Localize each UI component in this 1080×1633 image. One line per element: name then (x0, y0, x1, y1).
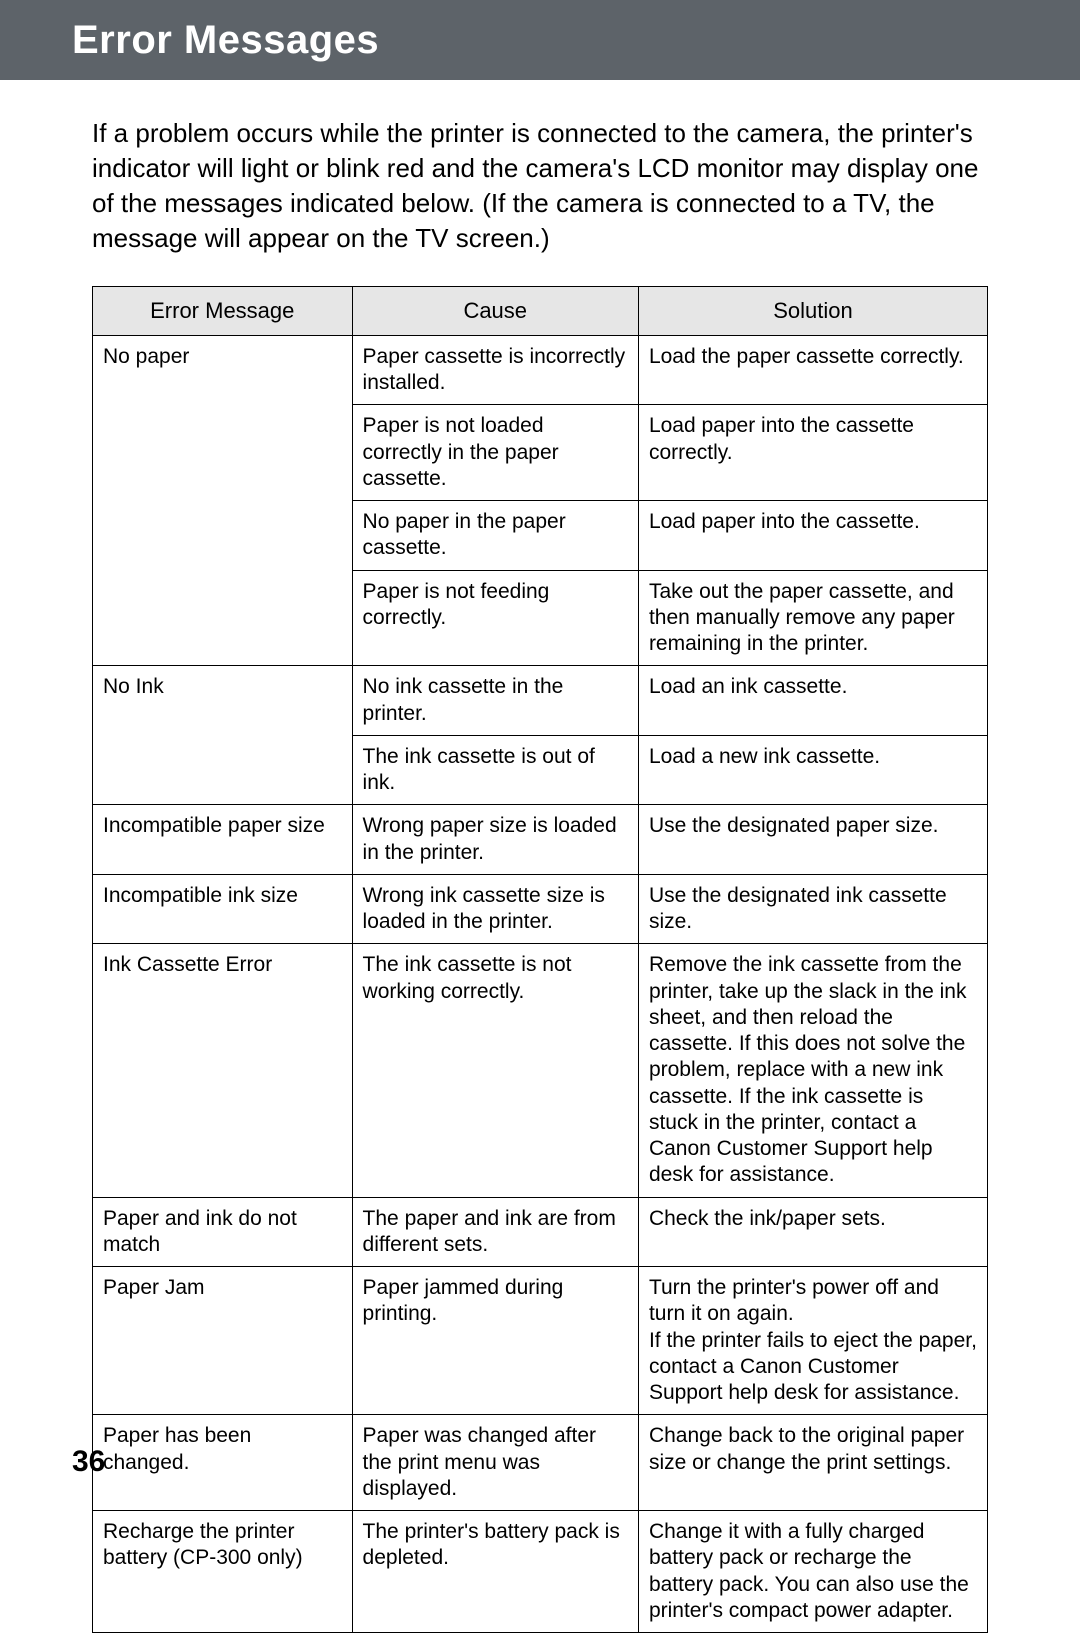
cell-error-message: Incompatible ink size (93, 874, 353, 944)
table-header-row: Error Message Cause Solution (93, 287, 988, 336)
cell-error-message: No paper (93, 335, 353, 666)
table-body: No paperPaper cassette is incorrectly in… (93, 335, 988, 1632)
cell-solution: Check the ink/paper sets. (638, 1197, 987, 1267)
cell-solution: Change back to the original paper size o… (638, 1415, 987, 1511)
cell-cause: The ink cassette is not working correctl… (352, 944, 638, 1197)
error-table-container: Error Message Cause Solution No paperPap… (0, 286, 1080, 1633)
cell-solution: Load a new ink cassette. (638, 735, 987, 805)
table-row: No paperPaper cassette is incorrectly in… (93, 335, 988, 405)
page-number: 36 (72, 1445, 105, 1479)
cell-cause: No paper in the paper cassette. (352, 501, 638, 571)
cell-cause: Wrong ink cassette size is loaded in the… (352, 874, 638, 944)
table-row: Paper has been changed.Paper was changed… (93, 1415, 988, 1511)
table-row: Paper JamPaper jammed during printing.Tu… (93, 1267, 988, 1415)
cell-solution: Load paper into the cassette correctly. (638, 405, 987, 501)
table-row: No InkNo ink cassette in the printer.Loa… (93, 666, 988, 736)
cell-solution: Load an ink cassette. (638, 666, 987, 736)
cell-cause: The ink cassette is out of ink. (352, 735, 638, 805)
cell-error-message: Paper Jam (93, 1267, 353, 1415)
cell-solution: Use the designated paper size. (638, 805, 987, 875)
cell-solution: Load paper into the cassette. (638, 501, 987, 571)
table-row: Incompatible paper sizeWrong paper size … (93, 805, 988, 875)
cell-solution: Take out the paper cassette, and then ma… (638, 570, 987, 666)
cell-cause: Paper jammed during printing. (352, 1267, 638, 1415)
cell-error-message: No Ink (93, 666, 353, 805)
table-row: Incompatible ink sizeWrong ink cassette … (93, 874, 988, 944)
header-cause: Cause (352, 287, 638, 336)
header-error-message: Error Message (93, 287, 353, 336)
intro-paragraph: If a problem occurs while the printer is… (0, 80, 1080, 286)
cell-cause: The paper and ink are from different set… (352, 1197, 638, 1267)
cell-cause: Paper is not feeding correctly. (352, 570, 638, 666)
cell-solution: Load the paper cassette correctly. (638, 335, 987, 405)
cell-error-message: Paper has been changed. (93, 1415, 353, 1511)
cell-cause: No ink cassette in the printer. (352, 666, 638, 736)
cell-cause: Paper was changed after the print menu w… (352, 1415, 638, 1511)
cell-cause: Wrong paper size is loaded in the printe… (352, 805, 638, 875)
cell-cause: Paper cassette is incorrectly installed. (352, 335, 638, 405)
cell-cause: Paper is not loaded correctly in the pap… (352, 405, 638, 501)
table-row: Ink Cassette ErrorThe ink cassette is no… (93, 944, 988, 1197)
page: Error Messages If a problem occurs while… (0, 0, 1080, 1529)
page-title: Error Messages (72, 18, 379, 63)
header-solution: Solution (638, 287, 987, 336)
cell-solution: Turn the printer's power off and turn it… (638, 1267, 987, 1415)
table-row: Paper and ink do not matchThe paper and … (93, 1197, 988, 1267)
cell-error-message: Incompatible paper size (93, 805, 353, 875)
header-bar: Error Messages (0, 0, 1080, 80)
cell-error-message: Ink Cassette Error (93, 944, 353, 1197)
cell-solution: Use the designated ink cassette size. (638, 874, 987, 944)
cell-solution: Remove the ink cassette from the printer… (638, 944, 987, 1197)
cell-error-message: Paper and ink do not match (93, 1197, 353, 1267)
error-messages-table: Error Message Cause Solution No paperPap… (92, 286, 988, 1633)
